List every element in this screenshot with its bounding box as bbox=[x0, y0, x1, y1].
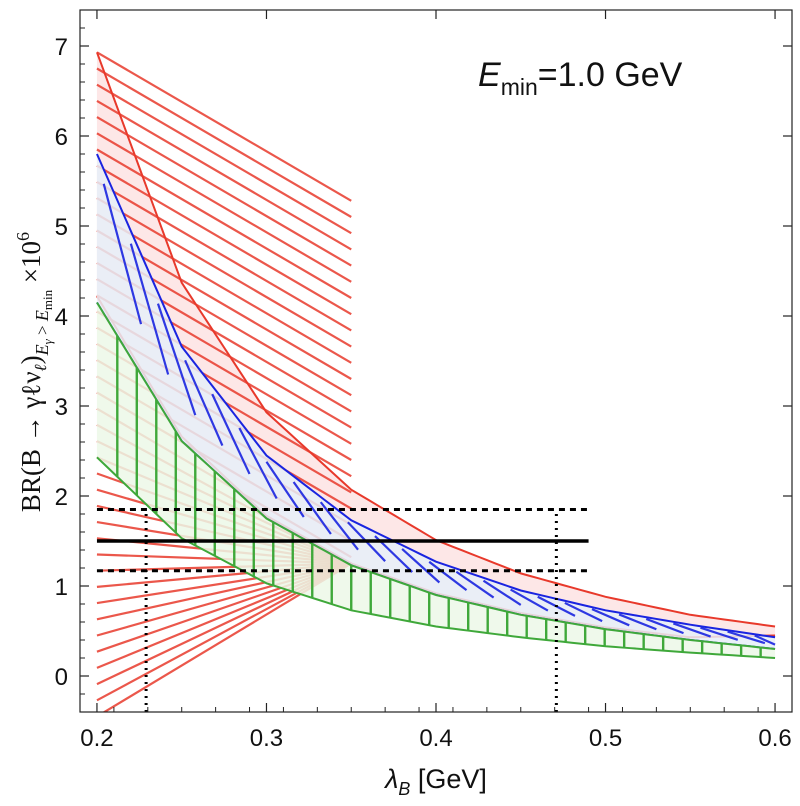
band-upper-edge bbox=[96, 301, 776, 650]
hatch-line bbox=[102, 183, 143, 325]
hatch-line bbox=[96, 180, 352, 332]
y-axis-label: BR(B → γℓνℓ)Eγ > Emin ×106 bbox=[13, 232, 55, 512]
hatch-line bbox=[96, 83, 352, 235]
hatch-line bbox=[96, 213, 352, 364]
hatch-line bbox=[482, 579, 522, 606]
hatch-line bbox=[672, 622, 711, 638]
y-tick-label: 7 bbox=[55, 34, 68, 61]
hatch-line bbox=[564, 601, 603, 623]
hatch-line bbox=[700, 626, 739, 641]
x-tick-label: 0.6 bbox=[758, 725, 791, 752]
hatch-line bbox=[156, 303, 197, 416]
hatch-line bbox=[645, 617, 684, 635]
y-tick-label: 5 bbox=[55, 214, 68, 241]
band-fill bbox=[96, 302, 776, 658]
hatch-line bbox=[96, 116, 352, 267]
hatch-line bbox=[591, 608, 630, 627]
hatch-line bbox=[455, 570, 495, 599]
hatch-line bbox=[96, 67, 352, 218]
hatch-line bbox=[129, 243, 170, 375]
hatch-line bbox=[96, 132, 352, 283]
hatch-line bbox=[510, 588, 549, 612]
reference-lines-layer bbox=[96, 508, 589, 712]
hatch-line bbox=[96, 148, 352, 299]
band-fill bbox=[96, 154, 776, 649]
bands-layer bbox=[96, 51, 776, 712]
band-fill bbox=[96, 52, 776, 638]
y-tick-label: 2 bbox=[55, 484, 68, 511]
hatch-line bbox=[292, 481, 332, 535]
band-upper-edge bbox=[96, 153, 776, 639]
x-axis-label: λB [GeV] bbox=[383, 764, 487, 799]
hatch-line bbox=[211, 393, 251, 475]
hatch-line bbox=[754, 634, 776, 646]
annotation-text: Emin=1.0 GeV bbox=[478, 56, 683, 100]
x-tick-label: 0.5 bbox=[589, 725, 622, 752]
hatch-line bbox=[618, 613, 657, 631]
hatch-line bbox=[265, 461, 305, 518]
x-tick-label: 0.2 bbox=[80, 725, 113, 752]
y-tick-label: 3 bbox=[55, 394, 68, 421]
y-tick-label: 0 bbox=[55, 664, 68, 691]
hatch-line bbox=[401, 548, 441, 584]
y-tick-label: 1 bbox=[55, 574, 68, 601]
hatch-line bbox=[96, 164, 352, 316]
hatch-line bbox=[96, 197, 352, 348]
hatch-line bbox=[184, 359, 224, 447]
band-hatching bbox=[102, 183, 776, 646]
hatch-line bbox=[96, 99, 352, 251]
hatch-line bbox=[428, 560, 468, 592]
hatch-line bbox=[238, 427, 278, 500]
band-hatching bbox=[116, 335, 762, 658]
y-tick-label: 6 bbox=[55, 124, 68, 151]
y-tick-label: 4 bbox=[55, 304, 68, 331]
band-green bbox=[96, 301, 776, 659]
ticks-layer: 0.2 0.3 0.4 0.5 0.6 0 1 2 3 4 5 6 7 bbox=[55, 10, 792, 752]
x-tick-label: 0.3 bbox=[250, 725, 283, 752]
band-blue bbox=[96, 153, 776, 650]
band-lower-edge bbox=[96, 456, 776, 659]
hatch-line bbox=[96, 51, 352, 202]
x-tick-label: 0.4 bbox=[419, 725, 452, 752]
hatch-line bbox=[727, 630, 766, 645]
